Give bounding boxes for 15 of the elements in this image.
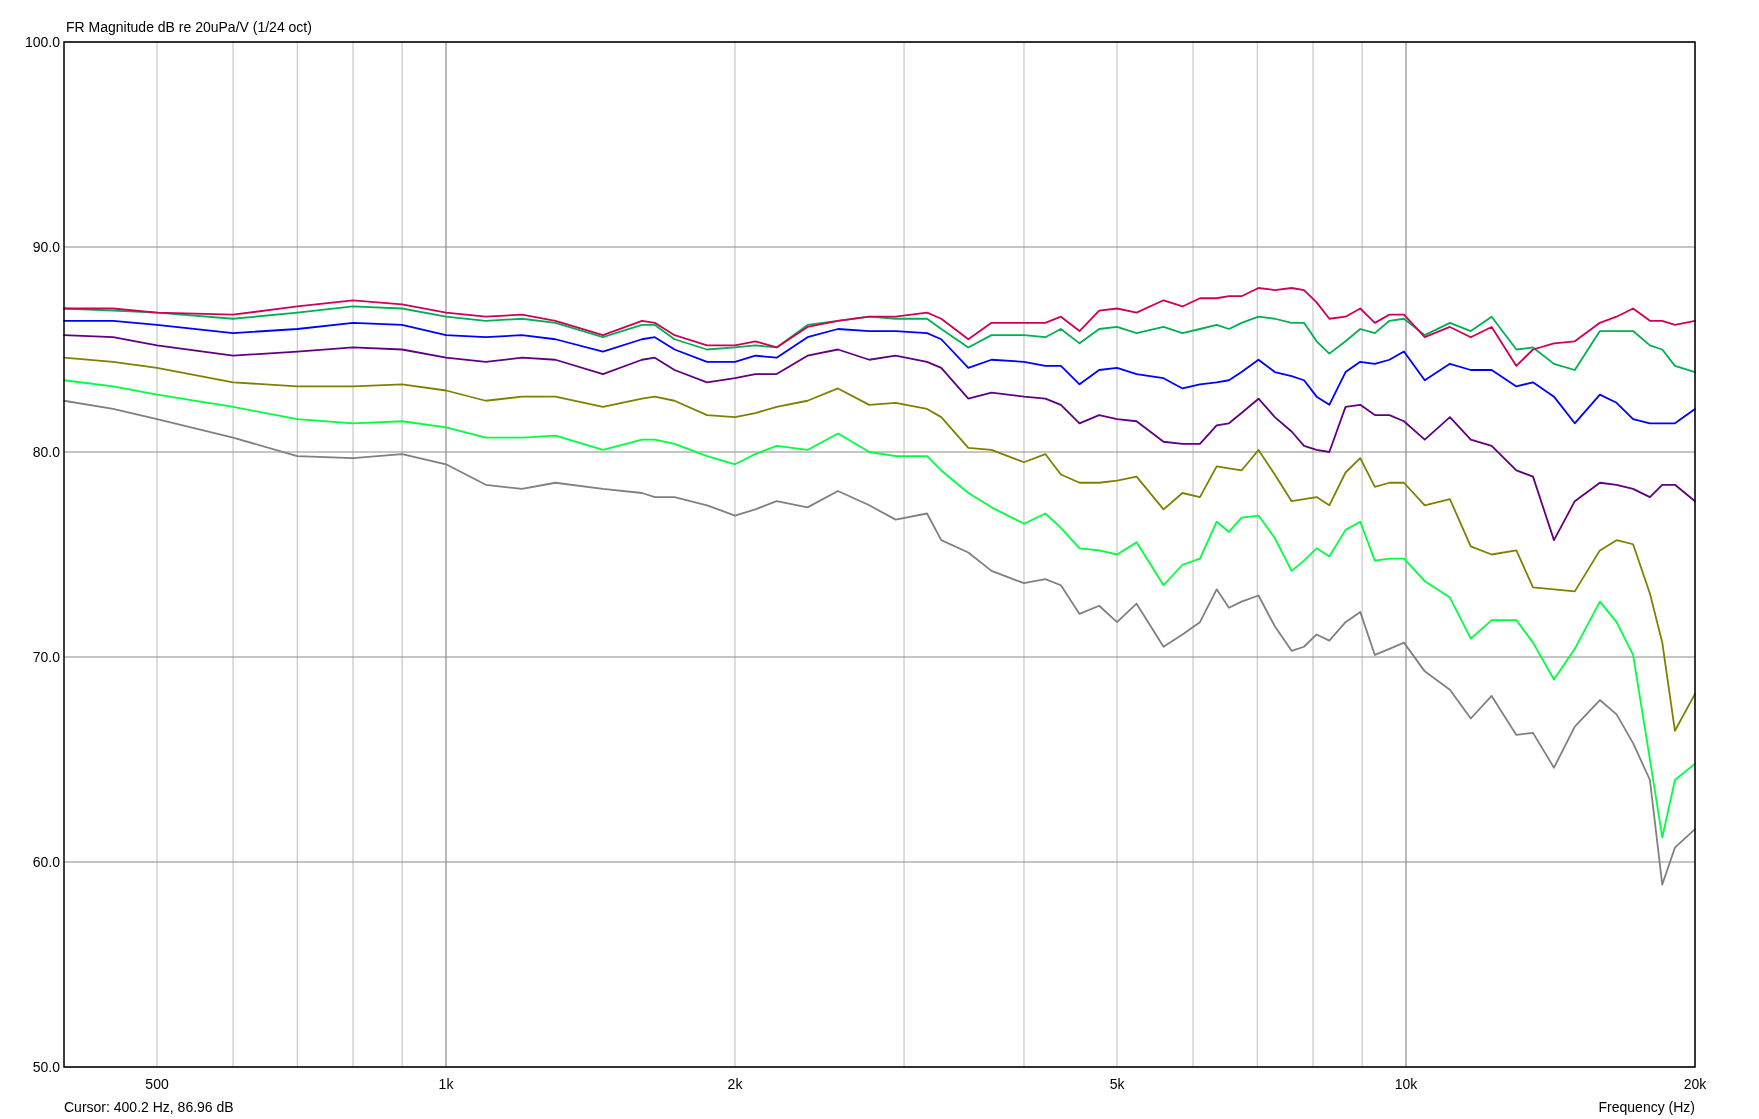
x-tick-label: 20k xyxy=(1683,1076,1708,1092)
x-tick-label: 1k xyxy=(438,1076,455,1092)
x-tick-label: 10k xyxy=(1394,1076,1419,1092)
y-tick-label: 80.0 xyxy=(32,444,61,460)
chart-title: FR Magnitude dB re 20uPa/V (1/24 oct) xyxy=(66,19,312,35)
x-tick-label: 5k xyxy=(1109,1076,1126,1092)
text: Cursor: 400.2 Hz, 86.96 dB xyxy=(64,1099,234,1115)
y-tick-label: 100.0 xyxy=(24,34,61,50)
y-tick-label: 50.0 xyxy=(32,1059,61,1075)
x-axis-title: Frequency (Hz) xyxy=(1598,1099,1695,1115)
y-tick-label: 90.0 xyxy=(32,239,61,255)
y-tick-label: 60.0 xyxy=(32,854,61,870)
x-tick-label: 500 xyxy=(145,1076,169,1092)
x-tick-label: 2k xyxy=(727,1076,744,1092)
y-tick-label: 70.0 xyxy=(32,649,61,665)
